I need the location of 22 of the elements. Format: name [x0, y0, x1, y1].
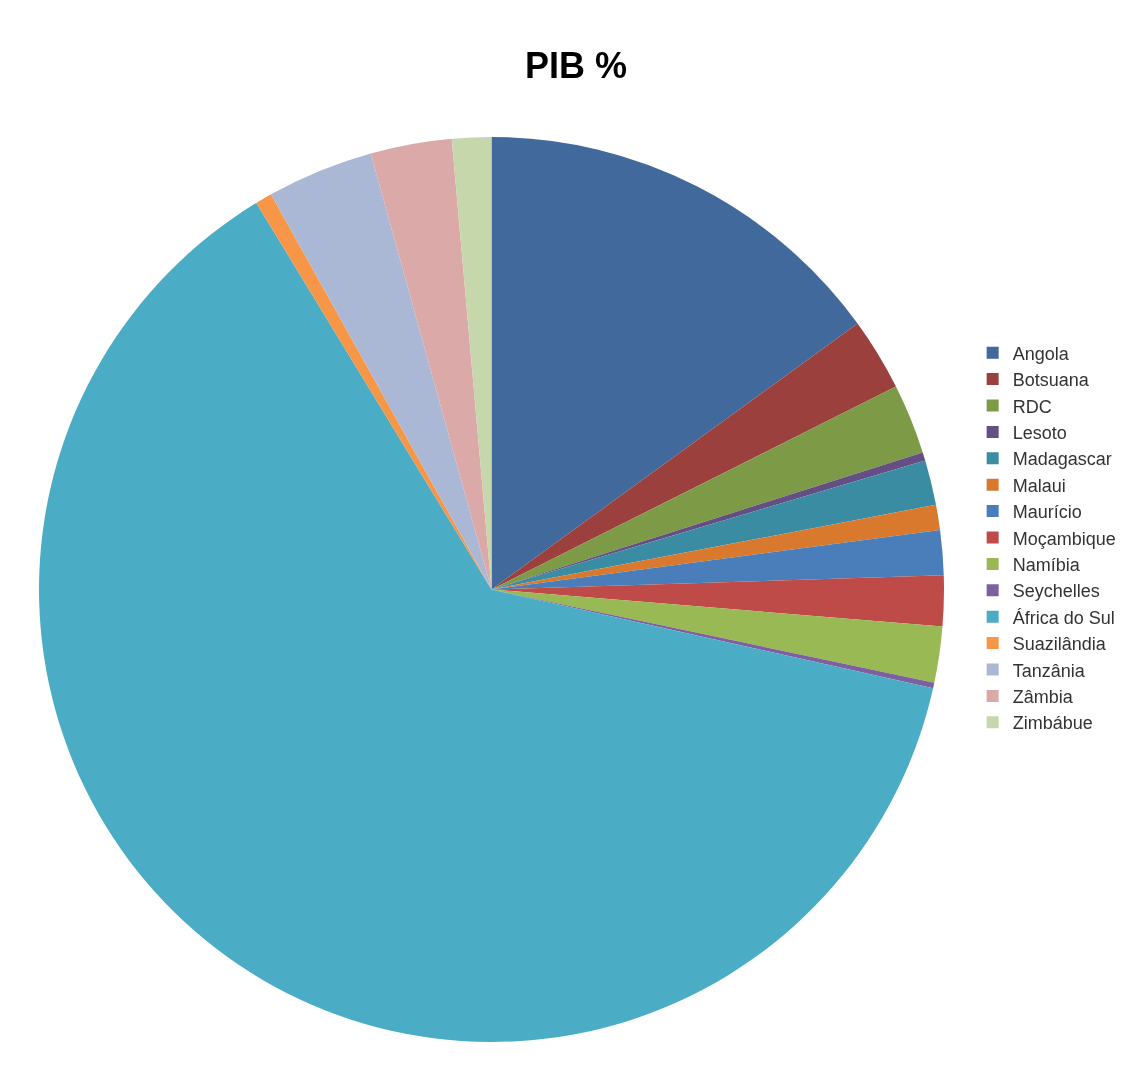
legend-label: Zâmbia — [1012, 686, 1074, 707]
legend-label: Moçambique — [1012, 528, 1116, 549]
legend-label: Malaui — [1012, 475, 1066, 496]
legend-label: RDC — [1012, 396, 1052, 417]
pie-slice — [491, 323, 896, 590]
legend-label: Zimbábue — [1012, 713, 1093, 734]
legend-label: Madagascar — [1012, 449, 1112, 470]
pie-slice — [451, 137, 492, 590]
legend-label: Botsuana — [1012, 370, 1090, 391]
chart-title: PIB % — [524, 44, 628, 86]
legend-label: Angola — [1012, 343, 1070, 364]
pie-slice — [39, 202, 934, 1042]
legend-label: Seychelles — [1012, 581, 1100, 602]
pie-slice — [491, 575, 944, 627]
legend-label: África do Sul — [1012, 607, 1115, 628]
legend-label: Maurício — [1012, 502, 1082, 523]
legend-label: Lesoto — [1012, 422, 1067, 443]
legend-label: Namíbia — [1012, 554, 1081, 575]
legend-label: Suazilândia — [1012, 634, 1107, 655]
legend-label: Tanzânia — [1012, 660, 1086, 681]
pie-slice — [491, 386, 923, 590]
pie-slice — [491, 137, 858, 590]
